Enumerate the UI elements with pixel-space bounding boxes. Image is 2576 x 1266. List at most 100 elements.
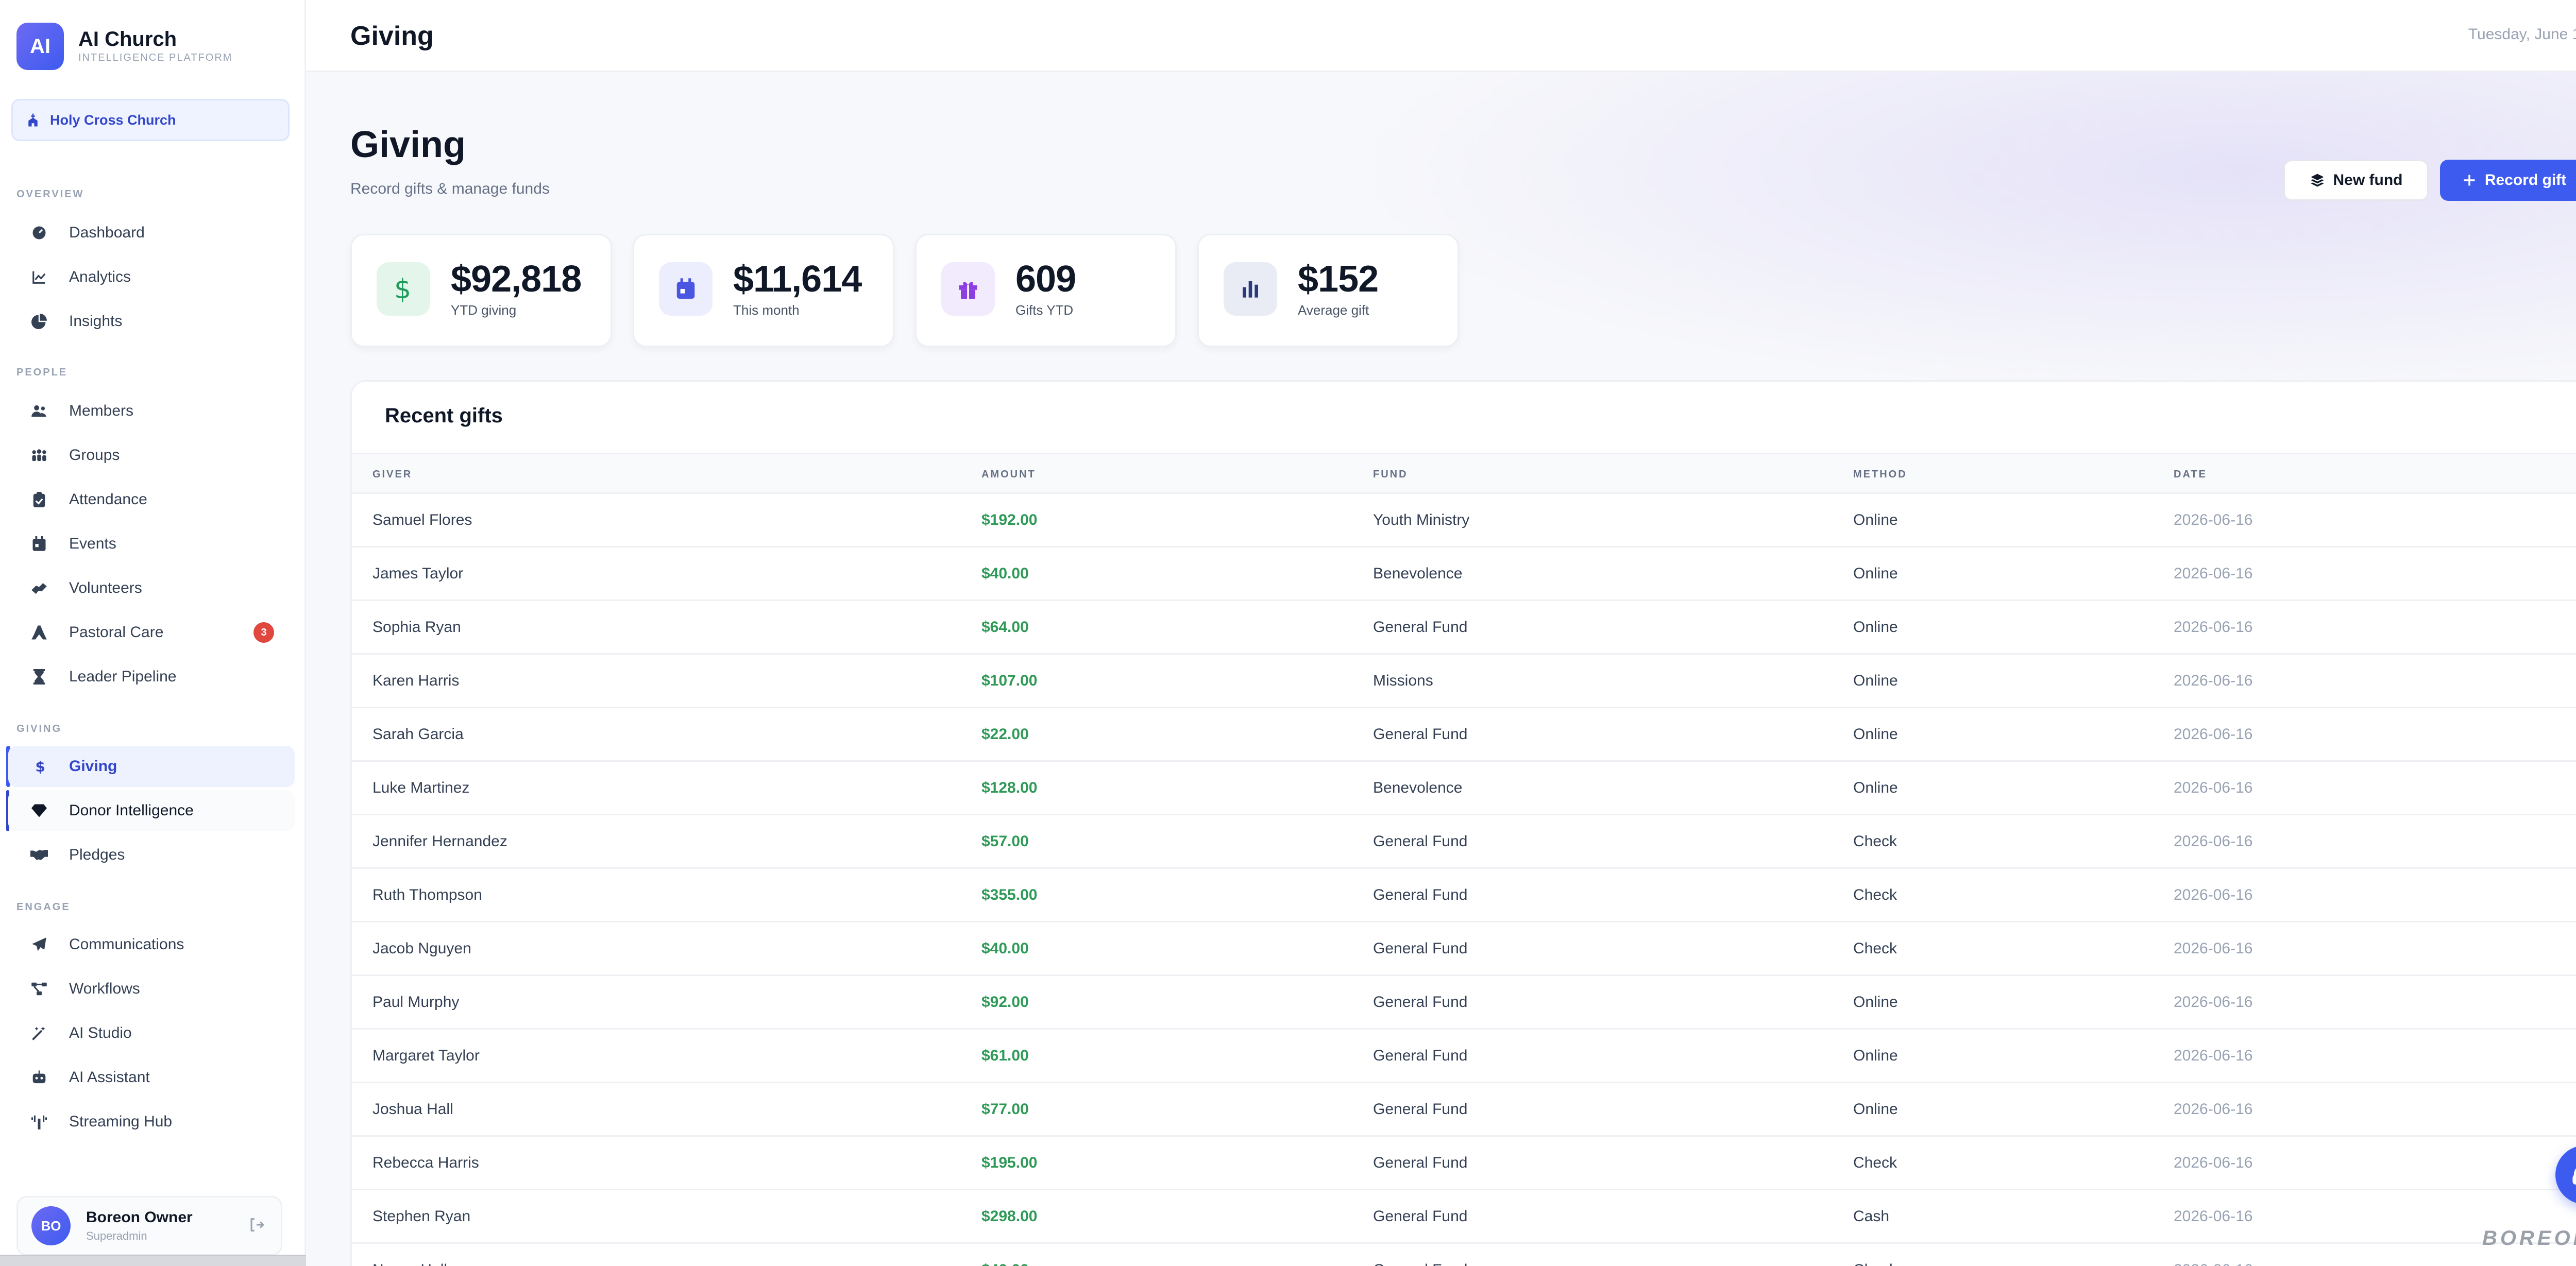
table-row[interactable]: Luke Martinez $128.00 Benevolence Online 202… [352,762,2576,815]
giver-cell: Margaret Taylor [372,1047,480,1064]
sidebar-item-label: Pledges [69,846,125,863]
date-cell: 2026-06-16 [2174,1154,2253,1171]
giver-cell: James Taylor [372,565,464,582]
user-name: Boreon Owner [86,1209,193,1226]
amount-cell: $107.00 [981,672,1038,689]
sidebar-item-pledges[interactable]: Pledges [8,834,295,876]
column-header-amount[interactable]: AMOUNT [981,469,1036,480]
logout-icon[interactable] [248,1216,265,1236]
page-title: Giving [350,124,466,165]
user-card[interactable]: BO Boreon Owner Superadmin [16,1196,282,1256]
amount-cell: $40.00 [981,940,1029,957]
broadcast-tower-icon [29,1111,49,1132]
sidebar-item-analytics[interactable]: Analytics [8,256,295,298]
table-row[interactable]: Joshua Hall $77.00 General Fund Online 2026-… [352,1083,2576,1137]
method-cell: Check [1853,940,1897,957]
method-cell: Online [1853,1101,1898,1118]
panel-title: Recent gifts [385,404,503,427]
table-row[interactable]: Nancy Hall $40.00 General Fund Check 2026-06… [352,1244,2576,1266]
sidebar-item-leader-pipeline[interactable]: Leader Pipeline [8,656,295,697]
hands-praying-icon [29,622,49,643]
column-header-giver[interactable]: GIVER [372,469,413,480]
sidebar-item-events[interactable]: Events [8,523,295,564]
date-cell: 2026-06-16 [2174,1261,2252,1266]
table-row[interactable]: Paul Murphy $92.00 General Fund Online 2026-… [352,976,2576,1030]
stat-label: This month [733,302,800,318]
sidebar-item-label: Giving [69,758,117,775]
column-header-method[interactable]: METHOD [1853,469,1907,480]
table-row[interactable]: Jennifer Hernandez $57.00 General Fund Chec… [352,815,2576,869]
avatar: BO [31,1206,71,1245]
sidebar-item-label: AI Assistant [69,1069,150,1086]
sidebar-item-streaming-hub[interactable]: Streaming Hub [8,1101,295,1142]
giver-cell: Karen Harris [372,672,460,689]
sidebar-item-members[interactable]: Members [8,390,295,432]
date-cell: 2026-06-16 [2174,565,2253,582]
sidebar-item-label: AI Studio [69,1024,132,1041]
amount-cell: $40.00 [981,565,1029,582]
record-gift-button[interactable]: Record gift [2440,160,2576,201]
table-row[interactable]: Margaret Taylor $61.00 General Fund Online 2… [352,1030,2576,1083]
sidebar-item-label: Pastoral Care [69,624,164,641]
dollar-icon: $ [377,262,430,316]
fund-cell: Benevolence [1373,779,1463,796]
table-row[interactable]: Sarah Garcia $22.00 General Fund Online 2026… [352,708,2576,762]
new-fund-button[interactable]: New fund [2283,160,2429,201]
church-icon [28,113,38,127]
fund-cell: Benevolence [1373,565,1463,582]
stat-card-average-gift: $152 Average gift [1197,234,1459,347]
giver-cell: Joshua Hall [372,1101,453,1118]
paper-plane-icon [29,934,49,955]
table-row[interactable]: Karen Harris $107.00 Missions Online 2026-06… [352,655,2576,708]
sidebar-item-donor-intelligence[interactable]: Donor Intelligence [8,790,295,831]
sidebar-item-workflows[interactable]: Workflows [8,968,295,1010]
stat-card-ytd-giving: $ $92,818 YTD giving [350,234,612,347]
date-cell: 2026-06-16 [2174,1047,2253,1064]
sidebar-item-label: Insights [69,313,123,330]
table-row[interactable]: James Taylor $40.00 Benevolence Online 2026-… [352,548,2576,601]
table-row[interactable]: Sophia Ryan $64.00 General Fund Online 2026-… [352,601,2576,655]
amount-cell: $128.00 [981,779,1038,796]
robot-icon [29,1067,49,1088]
sidebar-item-label: Analytics [69,268,131,285]
table-row[interactable]: Jacob Nguyen $40.00 General Fund Check 2026-… [352,922,2576,976]
sidebar-item-pastoral-care[interactable]: Pastoral Care 3 [8,612,295,653]
amount-cell: $57.00 [981,833,1029,850]
sidebar-item-volunteers[interactable]: Volunteers [8,568,295,609]
brand[interactable]: AI AI Church INTELLIGENCE PLATFORM [16,23,232,70]
sidebar-item-ai-studio[interactable]: AI Studio [8,1013,295,1054]
gem-icon [29,800,49,821]
boreon-watermark: BOREON [2482,1227,2576,1250]
sidebar-item-ai-assistant[interactable]: AI Assistant [8,1057,295,1098]
sidebar-item-giving[interactable]: $ Giving [8,746,295,787]
method-cell: Cash [1853,1208,1890,1225]
topbar-title: Giving [350,21,434,51]
giver-cell: Rebecca Harris [372,1154,479,1171]
pie-chart-icon [29,311,49,332]
stat-label: YTD giving [451,302,517,318]
hands-helping-icon [29,578,49,598]
table-row[interactable]: Stephen Ryan $298.00 General Fund Cash 2026-… [352,1190,2576,1244]
column-header-fund[interactable]: FUND [1373,469,1408,480]
date-cell: 2026-06-16 [2174,1208,2253,1225]
amount-cell: $64.00 [981,619,1029,636]
fund-cell: General Fund [1373,886,1468,903]
sidebar-item-label: Streaming Hub [69,1113,173,1130]
sidebar-item-attendance[interactable]: Attendance [8,479,295,520]
sidebar-item-communications[interactable]: Communications [8,924,295,965]
table-row[interactable]: Samuel Flores $192.00 Youth Ministry Online… [352,494,2576,548]
stat-card-gifts-ytd: 609 Gifts YTD [915,234,1177,347]
sidebar-item-label: Groups [69,447,120,464]
date-cell: 2026-06-16 [2174,886,2253,903]
brand-logo: AI [16,23,64,70]
page-subtitle: Record gifts & manage funds [350,180,550,197]
method-cell: Check [1853,833,1897,850]
table-row[interactable]: Ruth Thompson $355.00 General Fund Check 202… [352,869,2576,922]
sidebar-item-groups[interactable]: Groups [8,435,295,476]
column-header-date[interactable]: DATE [2174,469,2207,480]
sidebar-item-label: Leader Pipeline [69,668,177,685]
sidebar-item-insights[interactable]: Insights [8,301,295,342]
table-row[interactable]: Rebecca Harris $195.00 General Fund Check 20… [352,1137,2576,1190]
sidebar-item-dashboard[interactable]: Dashboard [8,212,295,253]
church-selector[interactable]: Holy Cross Church [11,99,290,141]
